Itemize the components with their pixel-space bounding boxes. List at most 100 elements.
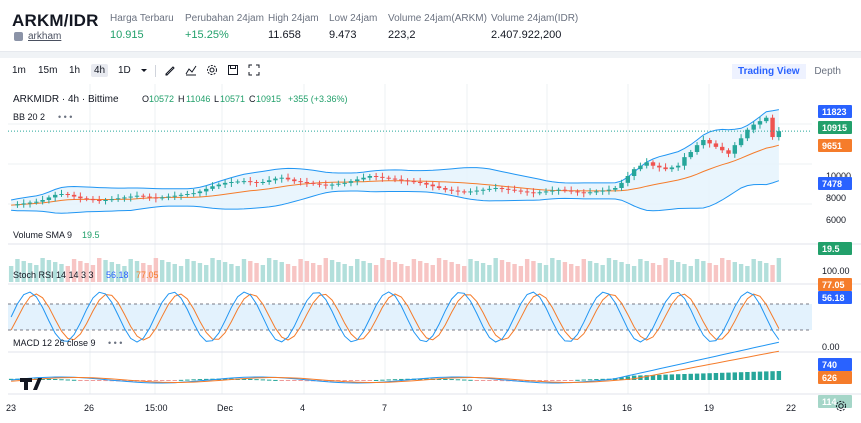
dropdown-icon[interactable] <box>138 64 150 76</box>
stat-value: 10.915 <box>110 29 144 41</box>
macd-histogram-bar <box>707 373 712 380</box>
volume-bar <box>285 264 291 282</box>
macd-histogram-bar <box>65 379 70 381</box>
volume-bar <box>159 260 165 282</box>
volume-bar <box>134 261 140 282</box>
stoch-badge-bg <box>818 291 852 304</box>
interval-15m[interactable]: 15m <box>38 65 58 76</box>
indicator-icon[interactable] <box>185 64 197 76</box>
macd-histogram-bar <box>751 371 756 380</box>
more-options-icon[interactable]: • • • <box>108 338 122 348</box>
macd-label: MACD 12 26 close 9 <box>13 338 96 348</box>
volume-bar <box>367 263 373 282</box>
tab-depth[interactable]: Depth <box>814 66 841 77</box>
candle-body <box>235 181 240 183</box>
candle-body <box>367 176 373 178</box>
volume-bar <box>97 258 102 282</box>
candle-body <box>71 194 77 197</box>
stat-label: Perubahan 24jam <box>185 13 264 24</box>
volume-bar <box>229 264 234 282</box>
tradingview-logo-icon <box>20 378 42 390</box>
macd-histogram-bar <box>178 379 184 381</box>
volume-bar <box>745 266 750 282</box>
trading-chart[interactable]: 100008000600011823109159651747819.5100.0… <box>0 84 861 423</box>
volume-bar <box>650 263 656 282</box>
interval-4h[interactable]: 4h <box>91 64 109 77</box>
candle-body <box>550 190 555 192</box>
candle-body <box>178 194 184 196</box>
macd-histogram-bar <box>342 380 347 382</box>
volume-bar <box>78 261 83 282</box>
macd-histogram-bar <box>392 379 398 381</box>
stat-label: Volume 24jam(IDR) <box>491 13 579 24</box>
candle-body <box>386 177 391 179</box>
save-icon[interactable] <box>227 64 239 76</box>
price-badge: 10915 <box>822 123 847 133</box>
volume-bar <box>619 262 624 282</box>
settings-icon[interactable] <box>206 64 218 76</box>
macd-histogram-bar <box>298 380 303 381</box>
more-options-icon[interactable]: • • • <box>58 112 72 122</box>
candle-body <box>411 181 417 183</box>
volume-bar <box>210 258 215 282</box>
candle-body <box>562 189 568 191</box>
macd-histogram-bar <box>499 380 505 382</box>
view-tabs: Trading View Depth <box>732 64 847 79</box>
interval-1h[interactable]: 1h <box>69 65 81 76</box>
volume-bar <box>109 262 115 282</box>
stat-label: Low 24jam <box>329 13 378 24</box>
coin-name-link[interactable]: arkham <box>28 31 62 42</box>
volume-bar <box>260 265 266 282</box>
candle-body <box>210 186 215 189</box>
candle-body <box>348 181 354 183</box>
macd-histogram-bar <box>361 380 366 381</box>
candle-body <box>336 183 341 185</box>
volume-bar <box>304 261 310 282</box>
settings-gear-icon[interactable] <box>835 400 847 412</box>
macd-histogram-bar <box>159 380 165 381</box>
price-badge-bg <box>818 121 852 134</box>
candle-body <box>285 177 291 180</box>
candle-body <box>21 203 26 205</box>
stat-value: 223,2 <box>388 29 416 41</box>
macd-histogram-bar <box>650 375 656 380</box>
volume-bar <box>701 261 706 282</box>
volume-bar <box>581 259 586 282</box>
volume-bar <box>411 259 417 282</box>
price-badge-bg <box>818 139 852 152</box>
volume-bar <box>625 264 631 282</box>
macd-histogram-bar <box>568 380 574 381</box>
interval-1m[interactable]: 1m <box>12 65 26 76</box>
bb-lower-line <box>11 180 780 214</box>
candle-body <box>688 152 693 158</box>
volume-bar <box>726 260 731 282</box>
macd-histogram-bar <box>619 377 624 380</box>
macd-histogram-bar <box>417 378 423 380</box>
fullscreen-icon[interactable] <box>248 64 260 76</box>
tab-trading-view[interactable]: Trading View <box>732 64 806 79</box>
stat-label: High 24jam <box>268 13 319 24</box>
volume-bar <box>512 264 517 282</box>
macd-histogram-bar <box>285 380 291 381</box>
macd-histogram-bar <box>474 380 480 381</box>
candle-body <box>229 182 234 183</box>
volume-bar <box>310 263 316 282</box>
macd-histogram-bar <box>71 379 77 381</box>
macd-histogram-bar <box>84 380 89 381</box>
volume-bar <box>562 262 568 282</box>
volume-bar <box>531 261 536 282</box>
candle-body <box>644 162 649 166</box>
volume-bar <box>663 258 668 282</box>
stoch-k-value: 56.18 <box>106 270 129 280</box>
candle-body <box>342 182 347 184</box>
volume-bar <box>417 261 423 282</box>
candle-body <box>694 145 700 152</box>
candle-body <box>462 191 467 193</box>
draw-icon[interactable] <box>164 64 176 76</box>
volume-bar <box>675 262 681 282</box>
candle-body <box>59 194 64 195</box>
volume-bar <box>682 264 687 282</box>
volume-bar <box>688 266 693 282</box>
candle-body <box>575 191 580 193</box>
interval-1d[interactable]: 1D <box>118 65 131 76</box>
